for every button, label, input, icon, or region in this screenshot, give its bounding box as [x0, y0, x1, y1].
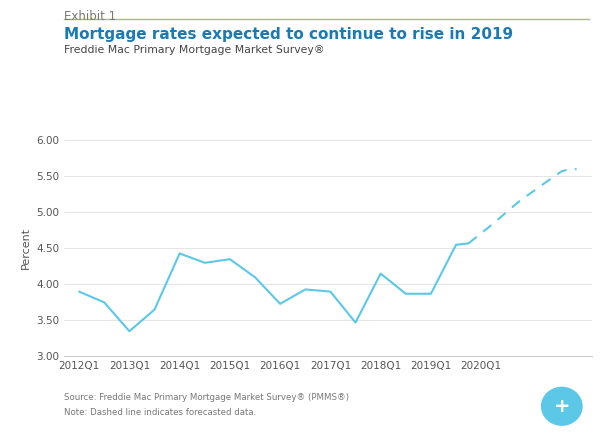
Text: Freddie Mac Primary Mortgage Market Survey®: Freddie Mac Primary Mortgage Market Surv… [64, 45, 325, 55]
Y-axis label: Percent: Percent [21, 227, 30, 270]
Text: Note: Dashed line indicates forecasted data.: Note: Dashed line indicates forecasted d… [64, 408, 256, 417]
Text: +: + [553, 397, 570, 416]
Text: Source: Freddie Mac Primary Mortgage Market Survey® (PMMS®): Source: Freddie Mac Primary Mortgage Mar… [64, 393, 349, 402]
Text: Exhibit 1: Exhibit 1 [64, 10, 116, 22]
Text: Mortgage rates expected to continue to rise in 2019: Mortgage rates expected to continue to r… [64, 27, 513, 42]
Circle shape [542, 388, 582, 425]
